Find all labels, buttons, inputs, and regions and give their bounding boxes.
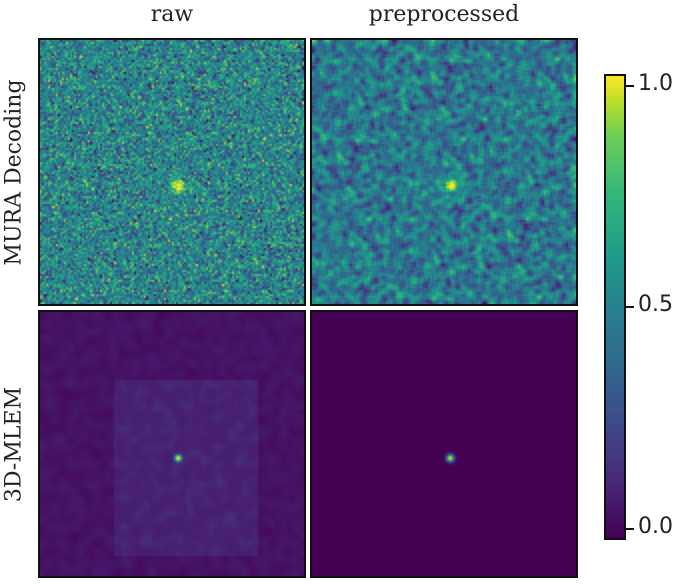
column-title-raw: raw xyxy=(150,2,194,27)
colorbar-label-1: 1.0 xyxy=(638,71,673,96)
panel-mlem-raw xyxy=(38,310,306,578)
heatmap-mlem-raw xyxy=(40,312,304,576)
colorbar-tick-top xyxy=(626,85,634,87)
panel-mura-raw xyxy=(38,38,306,306)
colorbar-label-05: 0.5 xyxy=(638,292,673,317)
column-title-preprocessed: preprocessed xyxy=(368,2,520,27)
colorbar-label-0: 0.0 xyxy=(638,514,673,539)
heatmap-mura-raw xyxy=(40,40,304,304)
row-title-mlem: 3D-MLEM xyxy=(1,386,27,503)
panel-mlem-preprocessed xyxy=(310,310,578,578)
row-title-mura: MURA Decoding xyxy=(1,79,27,266)
colorbar-tick-bottom xyxy=(626,528,634,530)
heatmap-mura-preprocessed xyxy=(312,40,576,304)
colorbar xyxy=(604,74,626,540)
colorbar-tick-mid xyxy=(626,306,634,308)
heatmap-mlem-preprocessed xyxy=(312,312,576,576)
panel-mura-preprocessed xyxy=(310,38,578,306)
